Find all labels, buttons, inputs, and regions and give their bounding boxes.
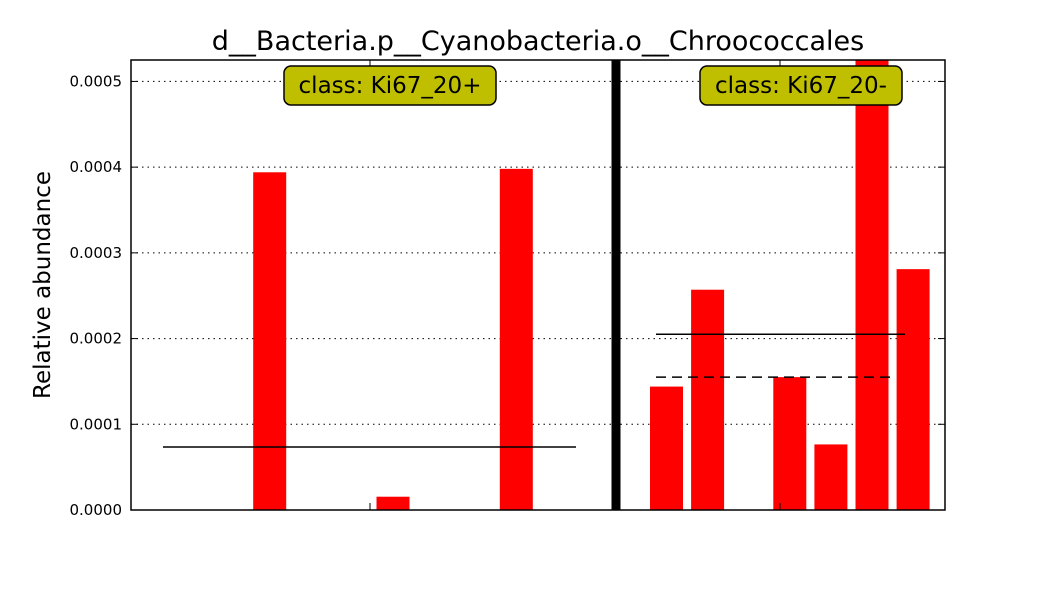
bar xyxy=(499,168,533,510)
bars xyxy=(253,60,930,511)
y-ticks: 0.0000 0.0001 0.0002 0.0003 0.0004 0.0005 xyxy=(70,72,945,519)
bar xyxy=(896,269,930,510)
y-tick-label: 0.0004 xyxy=(70,158,123,176)
class-label-box-ki67-20-plus xyxy=(283,65,497,106)
class-label-ki67-20-plus: class: Ki67_20+ xyxy=(299,73,482,99)
plot-frame xyxy=(130,59,946,511)
bar xyxy=(650,386,683,510)
bar xyxy=(814,444,848,510)
class-label-box-ki67-20-minus xyxy=(699,65,903,106)
y-axis-label: Relative abundance xyxy=(30,171,56,399)
bar xyxy=(855,60,889,510)
bar xyxy=(773,377,807,510)
y-tick-label: 0.0001 xyxy=(70,415,123,433)
bar xyxy=(376,496,410,510)
y-tick-label: 0.0003 xyxy=(70,244,123,262)
summary-lines xyxy=(163,333,905,448)
y-tick-label: 0.0002 xyxy=(70,330,123,348)
class-labels: class: Ki67_20+ class: Ki67_20- xyxy=(283,65,903,106)
class-label-ki67-20-minus: class: Ki67_20- xyxy=(715,73,887,99)
y-tick-label: 0.0000 xyxy=(70,501,123,519)
y-tick-label: 0.0005 xyxy=(70,72,123,90)
bar xyxy=(253,172,287,511)
bar xyxy=(691,289,725,510)
grid xyxy=(131,80,945,425)
chart-title: d__Bacteria.p__Cyanobacteria.o__Chroococ… xyxy=(212,26,864,57)
